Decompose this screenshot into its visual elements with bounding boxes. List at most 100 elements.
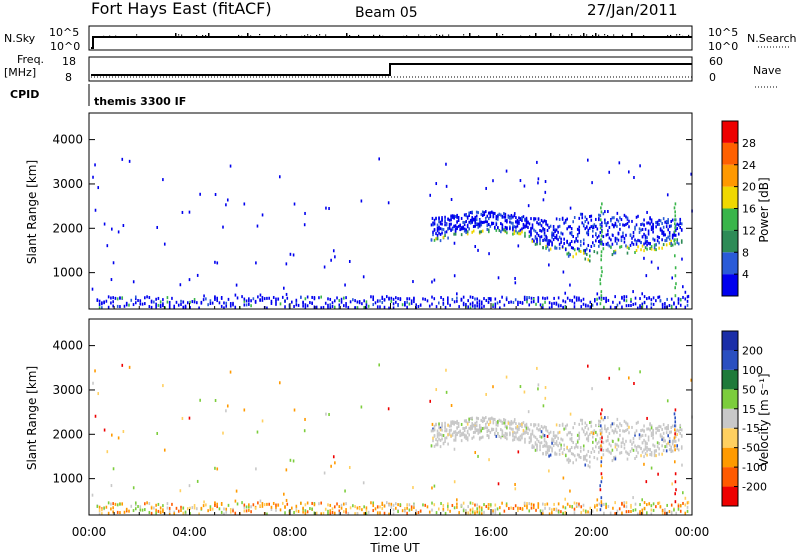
velocity-cell	[679, 504, 682, 508]
velocity-cell	[600, 500, 603, 504]
velocity-cell	[148, 502, 151, 506]
power-cell	[674, 202, 677, 206]
power-cell	[489, 211, 492, 215]
power-cell	[422, 297, 424, 301]
velocity-cell	[601, 408, 603, 412]
velocity-cell	[566, 502, 569, 506]
power-cell	[295, 300, 298, 304]
power-cell	[563, 237, 565, 241]
velocity-cell	[528, 502, 531, 506]
power-cell	[448, 222, 451, 226]
power-cell	[485, 186, 487, 190]
power-cell	[492, 303, 494, 307]
power-cell	[670, 297, 673, 301]
power-cell	[504, 229, 507, 233]
velocity-cell	[505, 375, 508, 379]
power-cell	[608, 225, 611, 229]
velocity-cell	[483, 503, 485, 507]
power-cell	[641, 302, 644, 306]
velocity-cell	[646, 453, 648, 457]
power-cell	[655, 248, 657, 252]
velocity-cell	[596, 433, 599, 437]
velocity-cell	[612, 506, 614, 510]
power-cell	[494, 302, 497, 306]
power-cell	[225, 304, 228, 308]
power-cell	[543, 219, 546, 223]
velocity-cell	[466, 436, 469, 440]
power-cell	[587, 228, 590, 232]
velocity-cell	[474, 421, 477, 425]
velocity-cell	[495, 423, 498, 427]
power-cell	[578, 228, 581, 232]
velocity-cell	[162, 508, 164, 512]
power-cell	[484, 216, 487, 220]
power-cell	[94, 163, 96, 167]
power-cell	[112, 304, 114, 308]
power-cell	[492, 211, 495, 215]
velocity-cell	[646, 416, 648, 420]
velocity-cell	[542, 502, 544, 506]
velocity-cell	[614, 501, 616, 505]
velocity-cell	[243, 505, 246, 509]
velocity-cell	[431, 422, 434, 426]
power-cell	[471, 295, 474, 299]
velocity-cell	[644, 441, 647, 445]
power-cell	[450, 216, 452, 220]
velocity-cell	[684, 511, 687, 515]
nsky-point	[670, 34, 672, 37]
power-cell	[653, 243, 656, 247]
power-cell	[486, 220, 489, 224]
power-cell	[599, 278, 602, 282]
power-cell	[607, 241, 609, 245]
velocity-cell	[257, 501, 259, 505]
power-cell	[635, 248, 638, 252]
power-cell	[216, 261, 219, 265]
power-cell	[451, 214, 454, 218]
power-cell	[582, 223, 585, 227]
power-cell	[471, 216, 474, 220]
power-cell	[613, 216, 615, 220]
velocity-cell	[601, 427, 603, 431]
power-cell	[278, 175, 281, 179]
power-cell	[680, 222, 683, 226]
velocity-cell	[474, 503, 476, 507]
power-cell	[599, 226, 602, 230]
velocity-cell	[92, 381, 94, 385]
velocity-cell	[605, 506, 607, 510]
power-cell	[600, 254, 603, 258]
velocity-cell	[620, 424, 623, 428]
power-cell	[655, 299, 657, 303]
power-cell	[492, 221, 495, 225]
power-cell	[677, 232, 680, 236]
y-tick-label: 4000	[52, 339, 83, 353]
velocity-cell	[480, 506, 483, 510]
power-cell	[268, 296, 270, 300]
velocity-cell	[122, 430, 125, 434]
velocity-cell	[216, 467, 219, 471]
power-cell	[105, 299, 108, 303]
power-cell	[644, 227, 647, 231]
power-cell	[448, 218, 451, 222]
velocity-cell	[641, 508, 644, 512]
velocity-cell	[487, 434, 490, 438]
velocity-cell	[679, 509, 682, 513]
power-cell	[527, 225, 529, 229]
power-cell	[417, 305, 420, 309]
power-cell	[578, 225, 581, 229]
velocity-cell	[478, 511, 481, 515]
power-cell	[607, 298, 610, 302]
velocity-cell	[227, 503, 230, 507]
power-cell	[639, 164, 641, 168]
velocity-cell	[457, 425, 460, 429]
velocity-cell	[582, 457, 585, 461]
velocity-cell	[600, 472, 603, 476]
power-cell	[600, 242, 602, 246]
velocity-cell	[608, 450, 611, 454]
power-cell	[592, 229, 594, 233]
velocity-cell	[543, 425, 546, 429]
velocity-cell	[159, 511, 162, 515]
velocity-cell	[504, 431, 507, 435]
power-cell	[266, 306, 268, 310]
power-cell	[139, 302, 142, 306]
power-cell	[522, 222, 525, 226]
